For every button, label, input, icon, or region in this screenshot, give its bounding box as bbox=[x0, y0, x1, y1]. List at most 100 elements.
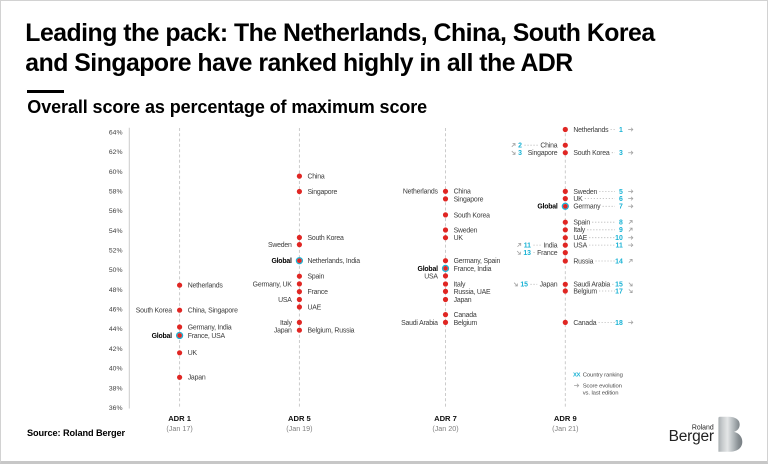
svg-text:UK: UK bbox=[188, 350, 198, 357]
svg-text:France, USA: France, USA bbox=[188, 333, 226, 340]
svg-text:Belgium: Belgium bbox=[573, 288, 597, 295]
svg-text:Italy: Italy bbox=[280, 320, 292, 327]
svg-text:Germany: Germany bbox=[573, 204, 601, 211]
svg-text:Sweden: Sweden bbox=[573, 189, 597, 196]
svg-text:6: 6 bbox=[619, 196, 623, 203]
svg-text:ADR 1: ADR 1 bbox=[168, 414, 192, 423]
svg-text:China: China bbox=[308, 174, 325, 181]
svg-text:USA: USA bbox=[573, 243, 587, 250]
svg-text:(Jan 19): (Jan 19) bbox=[286, 424, 312, 433]
svg-text:Global: Global bbox=[418, 266, 439, 273]
svg-text:Sweden: Sweden bbox=[268, 242, 292, 249]
svg-text:ADR 9: ADR 9 bbox=[554, 414, 577, 423]
svg-text:64%: 64% bbox=[109, 129, 123, 136]
svg-text:15: 15 bbox=[615, 282, 623, 289]
svg-text:USA: USA bbox=[278, 297, 292, 304]
svg-text:5: 5 bbox=[619, 189, 623, 196]
svg-text:Italy: Italy bbox=[573, 227, 585, 234]
svg-text:9: 9 bbox=[619, 227, 623, 234]
svg-text:(Jan 17): (Jan 17) bbox=[166, 424, 192, 433]
svg-text:UK: UK bbox=[573, 196, 583, 203]
svg-text:Global: Global bbox=[537, 204, 558, 211]
svg-text:40%: 40% bbox=[109, 366, 123, 373]
svg-text:China: China bbox=[454, 189, 471, 196]
svg-text:13: 13 bbox=[523, 250, 531, 257]
svg-text:France: France bbox=[537, 250, 558, 257]
svg-text:Netherlands: Netherlands bbox=[403, 189, 439, 196]
svg-text:Singapore: Singapore bbox=[308, 189, 338, 196]
svg-text:France: France bbox=[308, 289, 329, 296]
svg-text:Netherlands: Netherlands bbox=[573, 127, 609, 134]
svg-text:XX: XX bbox=[573, 373, 581, 379]
svg-text:Canada: Canada bbox=[573, 320, 596, 327]
svg-text:11: 11 bbox=[524, 243, 531, 250]
svg-text:17: 17 bbox=[615, 288, 623, 295]
svg-text:Saudi Arabia: Saudi Arabia bbox=[573, 282, 610, 289]
svg-text:USA: USA bbox=[424, 273, 438, 280]
svg-text:3: 3 bbox=[619, 150, 623, 157]
svg-text:vs. last edition: vs. last edition bbox=[583, 390, 619, 396]
svg-text:Singapore: Singapore bbox=[454, 196, 484, 203]
svg-text:62%: 62% bbox=[109, 149, 123, 156]
svg-text:Canada: Canada bbox=[454, 312, 477, 319]
svg-text:France, India: France, India bbox=[454, 266, 492, 273]
svg-text:Netherlands: Netherlands bbox=[188, 283, 224, 290]
svg-text:Score evolution: Score evolution bbox=[583, 384, 622, 390]
svg-text:14: 14 bbox=[615, 258, 623, 265]
svg-text:Roland: Roland bbox=[692, 425, 714, 432]
svg-text:18: 18 bbox=[615, 320, 623, 327]
svg-text:India: India bbox=[543, 243, 557, 250]
svg-text:56%: 56% bbox=[109, 208, 123, 215]
svg-text:Singapore: Singapore bbox=[528, 150, 558, 157]
svg-text:Italy: Italy bbox=[454, 281, 466, 288]
svg-text:11: 11 bbox=[616, 243, 623, 250]
svg-text:South Korea: South Korea bbox=[308, 235, 344, 242]
svg-text:Russia: Russia bbox=[573, 258, 593, 265]
svg-text:UAE: UAE bbox=[573, 235, 587, 242]
svg-text:Japan: Japan bbox=[454, 297, 472, 304]
svg-text:Global: Global bbox=[152, 333, 173, 340]
svg-text:Russia, UAE: Russia, UAE bbox=[454, 289, 491, 296]
svg-text:Japan: Japan bbox=[274, 328, 292, 335]
svg-text:42%: 42% bbox=[109, 346, 123, 353]
svg-text:ADR 5: ADR 5 bbox=[288, 414, 312, 423]
svg-text:South Korea: South Korea bbox=[573, 150, 609, 157]
svg-text:Belgium, Russia: Belgium, Russia bbox=[308, 328, 355, 335]
svg-text:Saudi Arabia: Saudi Arabia bbox=[401, 320, 438, 327]
svg-text:Sweden: Sweden bbox=[454, 227, 478, 234]
svg-text:54%: 54% bbox=[109, 228, 123, 235]
svg-text:South Korea: South Korea bbox=[454, 212, 490, 219]
svg-text:Germany, UK: Germany, UK bbox=[253, 281, 293, 288]
svg-text:58%: 58% bbox=[109, 188, 123, 195]
svg-text:7: 7 bbox=[619, 204, 623, 211]
svg-text:Berger: Berger bbox=[669, 428, 714, 445]
svg-text:Germany, India: Germany, India bbox=[188, 324, 232, 331]
svg-text:8: 8 bbox=[619, 220, 623, 227]
svg-text:10: 10 bbox=[615, 235, 623, 242]
svg-text:2: 2 bbox=[518, 143, 522, 150]
svg-text:Global: Global bbox=[271, 258, 292, 265]
svg-text:Japan: Japan bbox=[188, 375, 206, 382]
svg-text:Netherlands, India: Netherlands, India bbox=[308, 258, 361, 265]
svg-text:15: 15 bbox=[520, 282, 528, 289]
svg-text:48%: 48% bbox=[109, 287, 123, 294]
svg-text:Spain: Spain bbox=[573, 220, 590, 227]
svg-text:1: 1 bbox=[619, 127, 623, 134]
svg-text:UAE: UAE bbox=[308, 304, 322, 311]
svg-text:3: 3 bbox=[518, 150, 522, 157]
svg-text:50%: 50% bbox=[109, 267, 123, 274]
svg-text:ADR 7: ADR 7 bbox=[434, 414, 457, 423]
svg-text:Germany, Spain: Germany, Spain bbox=[454, 258, 501, 265]
svg-text:52%: 52% bbox=[109, 248, 123, 255]
svg-text:Spain: Spain bbox=[308, 274, 325, 281]
svg-text:(Jan 21): (Jan 21) bbox=[552, 424, 578, 433]
svg-text:36%: 36% bbox=[109, 405, 123, 412]
svg-text:60%: 60% bbox=[109, 169, 123, 176]
svg-text:38%: 38% bbox=[109, 385, 123, 392]
svg-text:Japan: Japan bbox=[540, 282, 558, 289]
svg-text:44%: 44% bbox=[109, 326, 123, 333]
svg-text:China, Singapore: China, Singapore bbox=[188, 308, 238, 315]
svg-text:South Korea: South Korea bbox=[136, 308, 172, 315]
svg-text:China: China bbox=[540, 143, 557, 150]
svg-text:UK: UK bbox=[454, 235, 464, 242]
